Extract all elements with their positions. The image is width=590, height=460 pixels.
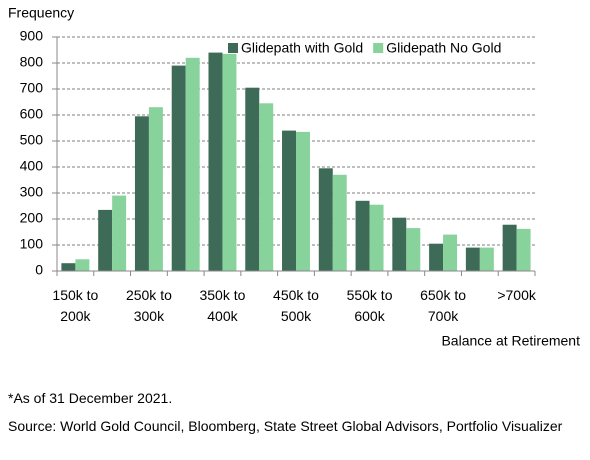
x-tick-label: 250k to 300k	[125, 287, 172, 324]
y-axis-title: Frequency	[8, 5, 74, 21]
bar	[134, 116, 149, 271]
y-tick-label: 600	[20, 106, 44, 122]
bar	[296, 131, 310, 271]
legend-swatch	[228, 43, 238, 53]
bar	[98, 209, 113, 271]
x-tick-label: 350k to 400k	[199, 287, 246, 324]
y-tick-label: 500	[20, 132, 44, 148]
bar	[75, 259, 90, 271]
bar	[465, 247, 480, 271]
bar	[245, 87, 260, 271]
bar	[406, 228, 421, 271]
bar	[171, 65, 186, 271]
bar	[208, 52, 223, 271]
bar	[392, 217, 407, 271]
bar	[112, 195, 127, 271]
footnote: *As of 31 December 2021.	[8, 390, 173, 406]
bar	[318, 168, 333, 271]
bar	[148, 107, 163, 271]
y-tick-label: 400	[20, 158, 44, 174]
y-tick-label: 200	[20, 210, 44, 226]
x-axis-title: Balance at Retirement	[441, 333, 580, 349]
y-tick-label: 0	[35, 262, 43, 278]
bar	[443, 234, 458, 271]
bar	[429, 243, 444, 271]
bar	[61, 263, 76, 271]
x-tick-label: 450k to 500k	[273, 287, 319, 324]
x-tick-label: 150k to 200k	[52, 287, 99, 324]
y-tick-label: 100	[20, 236, 44, 252]
bar	[355, 200, 370, 271]
bar	[282, 130, 296, 271]
x-tick-label: 550k to 600k	[346, 287, 393, 324]
y-tick-label: 300	[20, 184, 44, 200]
bar	[502, 224, 517, 271]
legend-label: Glidepath No Gold	[386, 40, 501, 56]
legend-label: Glidepath with Gold	[241, 40, 363, 56]
x-tick-label: >700k	[497, 287, 536, 303]
y-tick-label: 900	[20, 28, 44, 44]
bar	[516, 228, 531, 271]
bar	[369, 204, 384, 271]
bar	[479, 247, 494, 271]
bar	[185, 57, 200, 271]
y-tick-label: 800	[20, 54, 44, 70]
bar	[222, 53, 237, 272]
y-tick-label: 700	[20, 80, 44, 96]
bar	[332, 174, 347, 271]
source: Source: World Gold Council, Bloomberg, S…	[8, 418, 563, 434]
x-tick-label: 650k to 700k	[420, 287, 467, 324]
bar	[259, 103, 274, 271]
legend-swatch	[373, 43, 384, 53]
